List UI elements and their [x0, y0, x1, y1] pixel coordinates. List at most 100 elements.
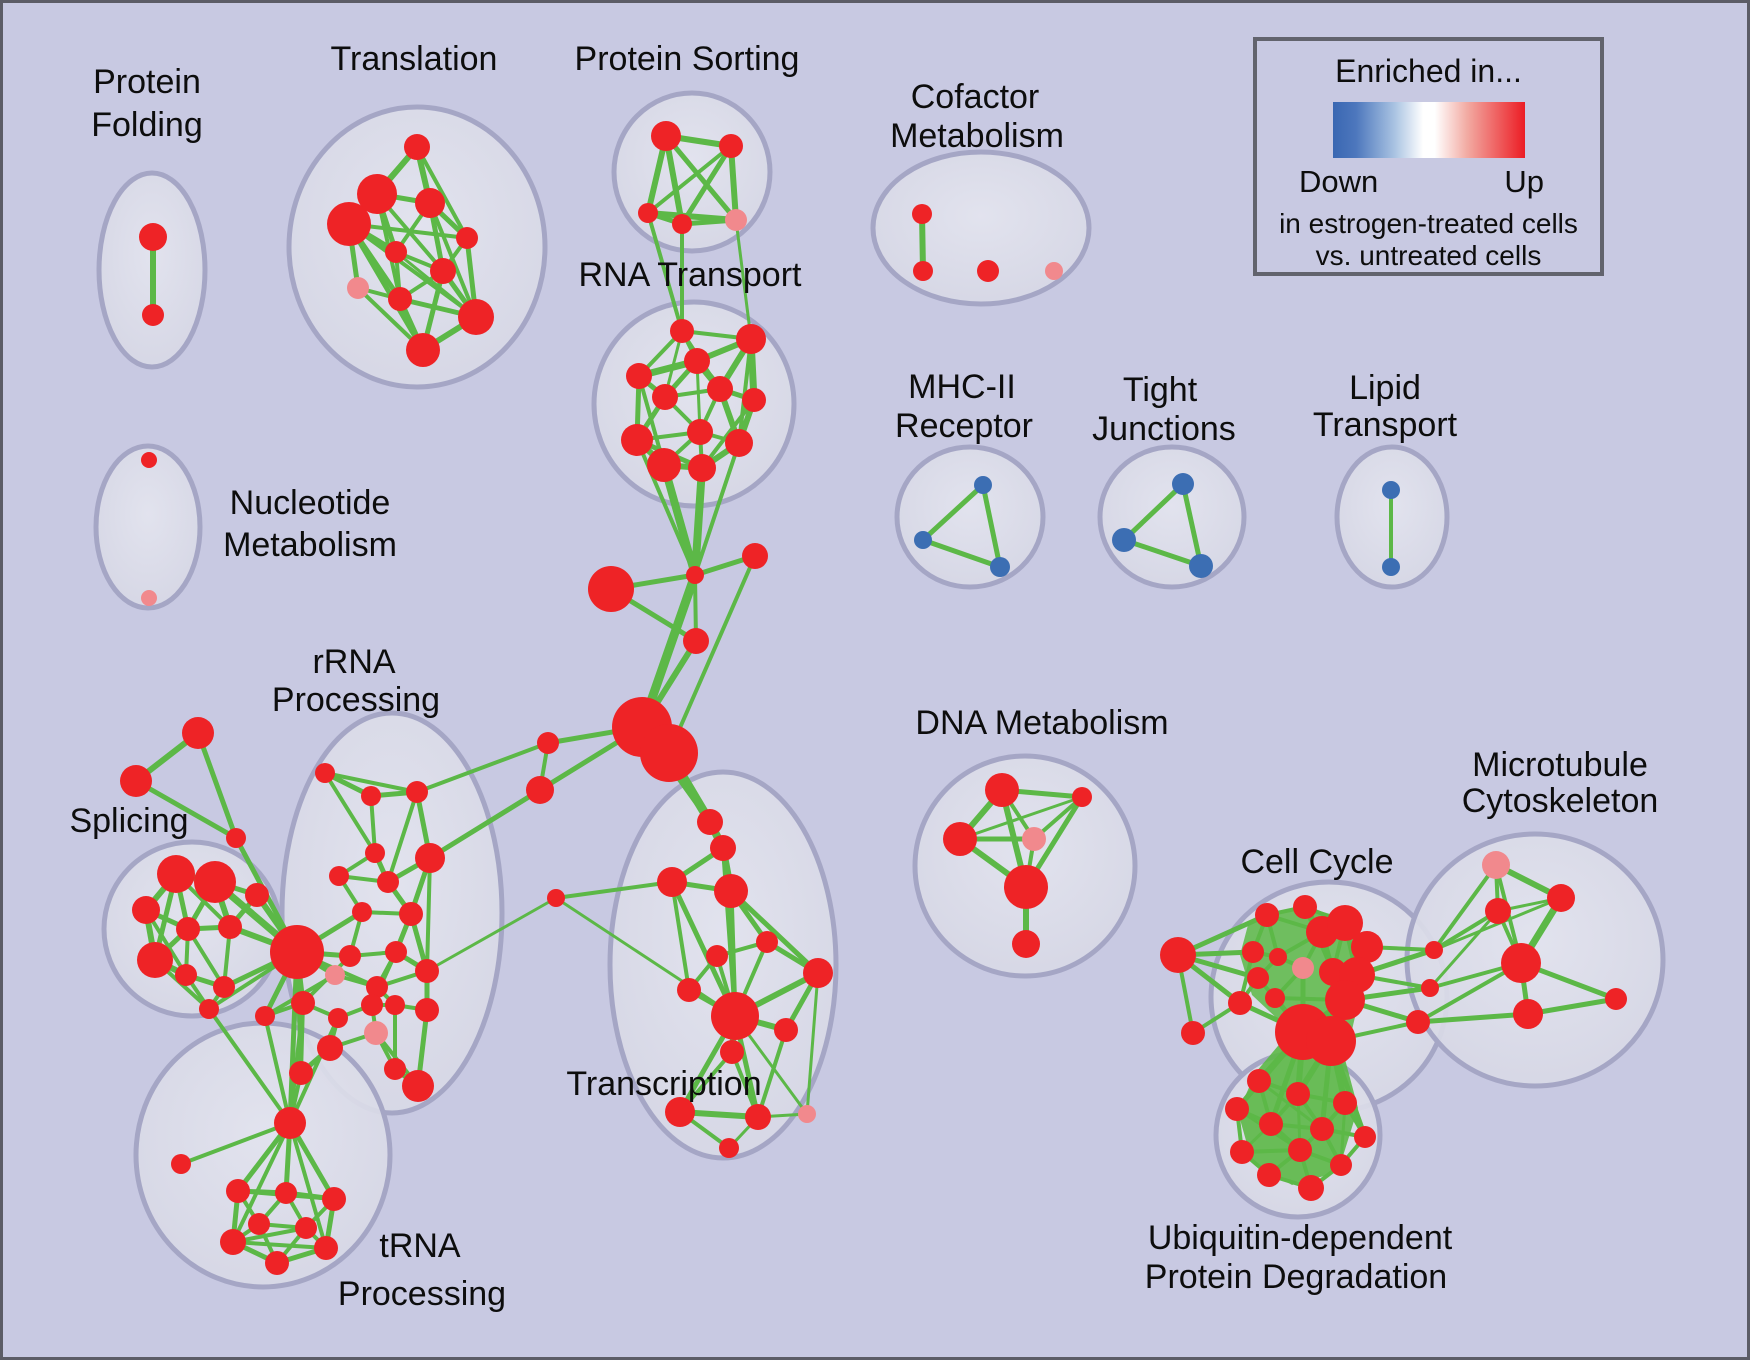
- node-li0: [1382, 481, 1400, 499]
- node-j2: [683, 628, 709, 654]
- node-cf3: [1045, 262, 1063, 280]
- node-mt5: [1605, 988, 1627, 1010]
- node-sp2: [132, 896, 160, 924]
- node-tl0: [404, 134, 430, 160]
- node-tl5: [456, 227, 478, 249]
- edge-ps2-rt0: [646, 211, 684, 333]
- edge-rr6-rr13: [425, 856, 432, 973]
- edge-m1-m2: [920, 537, 1003, 570]
- node-t8: [803, 958, 833, 988]
- edge-rt6-rt11: [700, 398, 756, 470]
- node-tg: [248, 1213, 270, 1235]
- cluster-label-16: Processing: [272, 681, 440, 719]
- node-t9: [711, 992, 759, 1040]
- legend-up-label: Up: [1504, 164, 1544, 199]
- node-rr24: [289, 1061, 313, 1085]
- cluster-label-15: rRNA: [312, 643, 395, 681]
- edge-rr0-rr3: [323, 771, 377, 855]
- node-tl7: [347, 277, 369, 299]
- node-u10: [1257, 1163, 1281, 1187]
- node-mt4: [1513, 999, 1543, 1029]
- edge-tl0-tl5: [415, 145, 469, 240]
- node-rr18: [385, 995, 405, 1015]
- node-m0: [974, 476, 992, 494]
- node-nm1: [141, 590, 157, 606]
- node-u7: [1230, 1140, 1254, 1164]
- edge-m0-m2: [980, 482, 1003, 570]
- edge-t3-t9: [669, 879, 738, 1019]
- node-rr7: [352, 902, 372, 922]
- node-rr17: [361, 994, 383, 1016]
- edge-ov1-mt1: [1432, 896, 1563, 952]
- node-rr13: [415, 959, 439, 983]
- node-rr22: [384, 1058, 406, 1080]
- node-rr1: [361, 786, 381, 806]
- edge-rt9-j0: [693, 441, 741, 577]
- cluster-label-0: Protein: [93, 63, 201, 101]
- node-rt0: [670, 319, 694, 343]
- node-u8: [1288, 1138, 1312, 1162]
- node-H1: [588, 566, 634, 612]
- edge-ov1-mt0: [1432, 863, 1498, 952]
- node-tr1: [120, 765, 152, 797]
- node-ta: [226, 1179, 250, 1203]
- edge-tj0-tj1: [1121, 481, 1186, 543]
- node-rr2: [406, 781, 428, 803]
- node-sn: [547, 889, 565, 907]
- node-rr19: [415, 998, 439, 1022]
- legend-subtitle-line1: in estrogen-treated cells: [1279, 208, 1578, 239]
- node-t1: [697, 809, 723, 835]
- edge-ps0-ps4: [663, 133, 739, 223]
- cluster-label-25: Ubiquitin-dependent: [1148, 1219, 1453, 1257]
- node-t5: [756, 931, 778, 953]
- node-rr14: [255, 1006, 275, 1026]
- node-tj2: [1189, 554, 1213, 578]
- node-cc7: [1292, 957, 1314, 979]
- edge-ps1-ps2: [646, 144, 733, 215]
- cluster-label-22: Cell Cycle: [1240, 843, 1393, 881]
- node-rr6: [415, 843, 445, 873]
- edge-th-ti: [179, 1121, 292, 1166]
- node-rt3: [626, 363, 652, 389]
- cluster-label-4: RNA Transport: [579, 256, 803, 294]
- edge-th-sp9: [207, 1007, 292, 1125]
- node-cf0: [912, 204, 932, 224]
- cluster-label-11: Lipid: [1349, 369, 1421, 407]
- legend-title: Enriched in...: [1335, 53, 1522, 89]
- node-ov1: [1425, 941, 1443, 959]
- node-ps4: [725, 209, 747, 231]
- node-tl1: [357, 174, 397, 214]
- node-cc2: [1255, 903, 1279, 927]
- edge-dn1-dn2: [958, 795, 1084, 841]
- node-tj0: [1172, 473, 1194, 495]
- cluster-label-3: Protein Sorting: [575, 40, 800, 78]
- edge-td-te: [231, 1240, 328, 1250]
- edge-tj0-tj2: [1180, 481, 1204, 569]
- node-cc11: [1228, 991, 1252, 1015]
- node-rr10: [385, 941, 407, 963]
- cluster-label-23: Microtubule: [1472, 746, 1648, 784]
- cluster-label-9: Tight: [1123, 371, 1198, 409]
- node-ps2: [638, 203, 658, 223]
- node-rr8: [399, 902, 423, 926]
- node-te: [314, 1236, 338, 1260]
- node-t4: [714, 874, 748, 908]
- edge-t8-t14: [805, 971, 820, 1116]
- node-tr2: [226, 828, 246, 848]
- node-j1: [742, 543, 768, 569]
- node-mt2: [1485, 898, 1511, 924]
- node-rt11: [688, 454, 716, 482]
- edge-ov2-mt2: [1428, 909, 1500, 990]
- node-cc9: [1269, 948, 1287, 966]
- edge-tl2-tl10: [346, 221, 426, 353]
- cluster-label-1: Folding: [91, 106, 203, 144]
- edge-th-rr14: [263, 1014, 292, 1125]
- node-u3: [1225, 1097, 1249, 1121]
- node-rt10: [647, 448, 681, 482]
- node-ti: [171, 1154, 191, 1174]
- node-u2: [1333, 1091, 1357, 1115]
- node-cc12: [1265, 988, 1285, 1008]
- node-tl6: [430, 258, 456, 284]
- node-cf2: [977, 260, 999, 282]
